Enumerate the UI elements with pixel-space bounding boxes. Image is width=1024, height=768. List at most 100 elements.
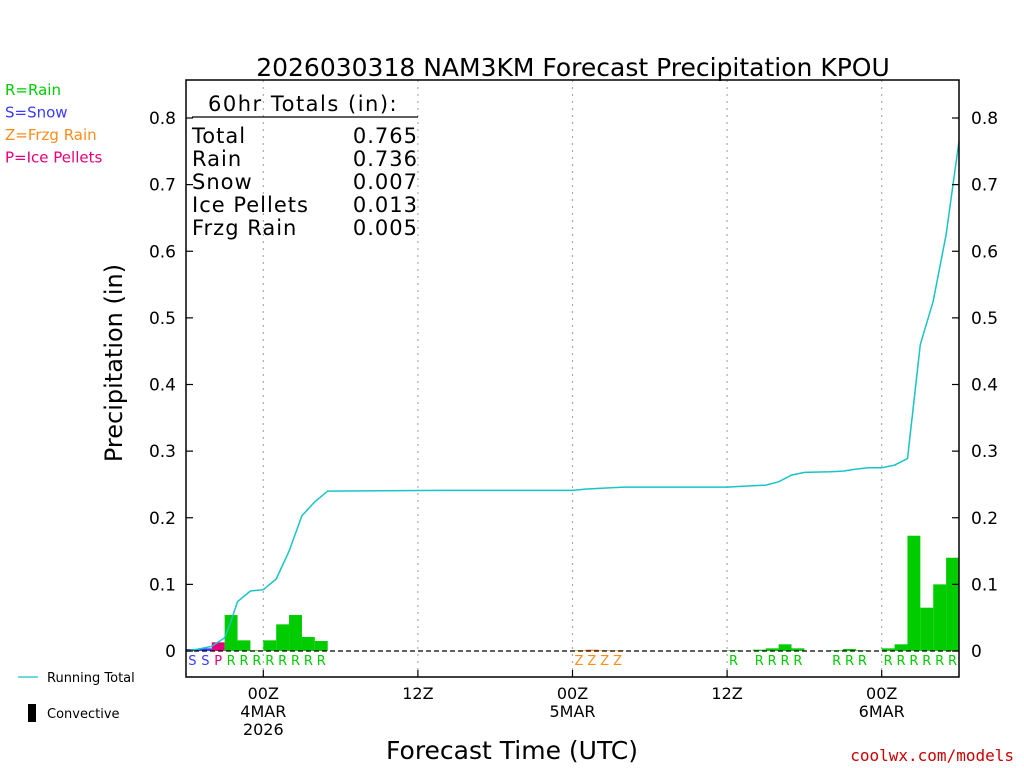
ptype-label: S bbox=[188, 654, 196, 669]
ptype-label: R bbox=[884, 654, 893, 669]
precip-bar bbox=[198, 648, 212, 651]
ptype-label: R bbox=[227, 654, 236, 669]
ptype-label: R bbox=[845, 654, 854, 669]
precip-bar bbox=[791, 648, 805, 651]
precip-bar bbox=[211, 642, 225, 651]
totals-row-value: 0.765 bbox=[353, 124, 418, 148]
precip-bar bbox=[752, 649, 766, 651]
precip-bar bbox=[289, 615, 302, 651]
ptype-label: R bbox=[922, 654, 931, 669]
y-tick-label-left: 0.8 bbox=[149, 109, 176, 129]
ptype-label: R bbox=[909, 654, 918, 669]
ptype-label: P bbox=[214, 654, 222, 669]
precip-bar bbox=[894, 644, 908, 651]
convective-legend-label: Convective bbox=[47, 707, 120, 722]
y-axis-label: Precipitation (in) bbox=[100, 264, 128, 462]
y-tick-label-right: 0 bbox=[971, 642, 982, 662]
y-tick-label-left: 0.2 bbox=[149, 509, 176, 529]
y-tick-label-right: 0.5 bbox=[971, 309, 998, 329]
totals-box: 60hr Totals (in): Total 0.765 Rain 0.736 Snow… bbox=[191, 92, 418, 240]
totals-row-value: 0.007 bbox=[353, 170, 418, 194]
legend-entry: P=Ice Pellets bbox=[5, 149, 102, 167]
ptype-label: R bbox=[793, 654, 802, 669]
legend-entry: S=Snow bbox=[5, 104, 68, 122]
grid bbox=[262, 80, 883, 677]
totals-row-label: Rain bbox=[192, 147, 242, 171]
plot-frame bbox=[185, 79, 960, 678]
x-tick-label: 12Z bbox=[402, 684, 433, 703]
ptype-label: Z bbox=[613, 654, 622, 669]
precip-bar bbox=[933, 584, 947, 651]
ptype-label: S bbox=[201, 654, 209, 669]
ptype-label: R bbox=[832, 654, 841, 669]
totals-row-value: 0.013 bbox=[353, 193, 418, 217]
precip-bar bbox=[263, 640, 277, 651]
ptype-label: R bbox=[291, 654, 300, 669]
y-tick-label-left: 0.5 bbox=[149, 309, 176, 329]
running-total-legend-label: Running Total bbox=[47, 671, 135, 686]
precip-bar bbox=[276, 624, 290, 651]
precip-bar bbox=[843, 649, 856, 651]
running-total-series bbox=[185, 141, 960, 652]
y-tick-label-right: 0.3 bbox=[971, 442, 998, 462]
y-tick-label-left: 0.4 bbox=[149, 376, 176, 396]
totals-row-label: Total bbox=[191, 124, 246, 148]
totals-row-label: Snow bbox=[192, 170, 253, 194]
ptype-label: R bbox=[304, 654, 313, 669]
ptype-label: R bbox=[858, 654, 867, 669]
precip-bar bbox=[907, 535, 921, 651]
x-tick-label: 12Z bbox=[711, 684, 742, 703]
precip-bar bbox=[946, 557, 959, 651]
y-tick-label-right: 0.6 bbox=[971, 242, 998, 262]
ptype-label: R bbox=[935, 654, 944, 669]
x-tick-label: 00Z bbox=[248, 684, 279, 703]
axes: 0 0 0.1 0.1 0.2 0.2 0.3 0.3 0.4 0.4 0.5 0.5 0.6 0.6 0.… bbox=[149, 79, 998, 739]
ptype-label: R bbox=[252, 654, 261, 669]
x-tick-label: 6MAR bbox=[859, 702, 905, 721]
totals-row-label: Ice Pellets bbox=[192, 193, 309, 217]
precip-bar bbox=[301, 637, 315, 651]
precip-bar bbox=[314, 641, 328, 651]
precip-bar bbox=[611, 650, 625, 651]
y-tick-label-left: 0.3 bbox=[149, 442, 176, 462]
precip-bar bbox=[778, 644, 792, 651]
ptype-label: R bbox=[768, 654, 777, 669]
ptype-label: R bbox=[278, 654, 287, 669]
chart-title: 2026030318 NAM3KM Forecast Precipitation… bbox=[256, 53, 890, 82]
watermark: coolwx.com/models bbox=[850, 746, 1014, 765]
y-tick-label-left: 0 bbox=[165, 642, 176, 662]
ptype-label: R bbox=[729, 654, 738, 669]
y-tick-label-right: 0.4 bbox=[971, 376, 998, 396]
y-tick-label-right: 0.1 bbox=[971, 575, 998, 595]
legend-entry: Z=Frzg Rain bbox=[5, 126, 97, 144]
x-tick-label: 2026 bbox=[243, 720, 284, 739]
ptype-label: R bbox=[948, 654, 957, 669]
ptype-label: Z bbox=[574, 654, 583, 669]
precip-bar bbox=[224, 615, 238, 651]
y-tick-label-right: 0.7 bbox=[971, 176, 998, 196]
totals-row-value: 0.005 bbox=[353, 216, 418, 240]
y-tick-label-left: 0.7 bbox=[149, 176, 176, 196]
precip-bar bbox=[250, 650, 264, 651]
y-tick-label-right: 0.2 bbox=[971, 509, 998, 529]
x-axis-label: Forecast Time (UTC) bbox=[386, 736, 638, 765]
ptype-label: R bbox=[239, 654, 248, 669]
legend: R=Rain S=Snow Z=Frzg Rain P=Ice Pellets bbox=[5, 81, 102, 167]
legend-entry: R=Rain bbox=[5, 81, 61, 99]
ptype-label: R bbox=[317, 654, 326, 669]
convective-legend-swatch bbox=[28, 704, 36, 722]
y-tick-label-left: 0.6 bbox=[149, 242, 176, 262]
precip-bar bbox=[920, 607, 934, 651]
ptype-label: R bbox=[265, 654, 274, 669]
precip-bar bbox=[765, 648, 779, 651]
x-tick-label: 00Z bbox=[866, 684, 897, 703]
x-tick-label: 00Z bbox=[557, 684, 588, 703]
precip-bar bbox=[585, 649, 599, 651]
x-tick-label: 5MAR bbox=[549, 702, 595, 721]
precip-bar bbox=[237, 640, 251, 651]
y-tick-label-right: 0.8 bbox=[971, 109, 998, 129]
precip-bar bbox=[881, 648, 895, 651]
totals-header: 60hr Totals (in): bbox=[208, 92, 398, 116]
ptype-label: Z bbox=[587, 654, 596, 669]
